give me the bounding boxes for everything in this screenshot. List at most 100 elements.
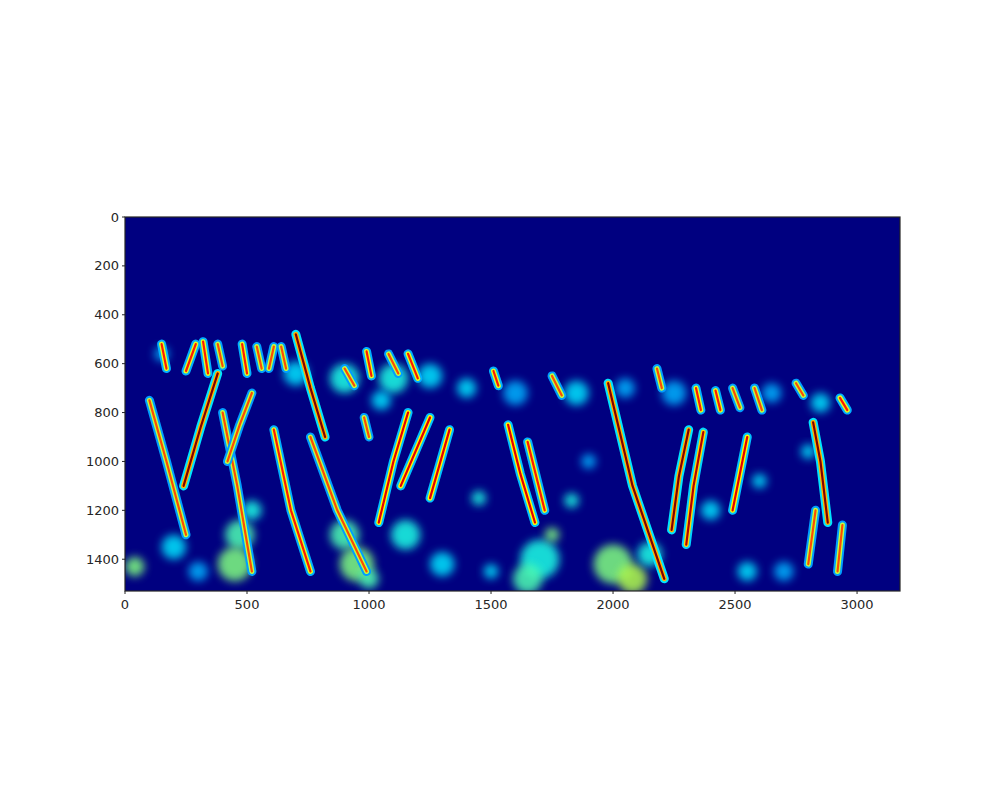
- streak-edge: [162, 344, 167, 368]
- blob: [472, 491, 487, 506]
- streak-edge: [733, 437, 748, 510]
- blob: [701, 501, 721, 521]
- streak-halo: [716, 391, 721, 411]
- streak: [389, 354, 399, 374]
- streak: [218, 344, 223, 366]
- streak: [184, 373, 218, 485]
- chart: 0500100015002000250030000200400600800100…: [0, 0, 1000, 800]
- streak-edge: [430, 430, 450, 498]
- y-tick-label: 1400: [86, 552, 119, 567]
- streak-edge: [274, 430, 311, 572]
- blob: [457, 378, 477, 398]
- streak-edge: [242, 344, 247, 373]
- x-tick: [857, 591, 858, 594]
- streak-edge: [838, 525, 843, 571]
- streak-halo: [838, 525, 843, 571]
- streak-halo: [379, 413, 408, 523]
- streak: [657, 369, 662, 389]
- blob: [774, 562, 794, 582]
- streak: [401, 417, 430, 485]
- streak-halo: [269, 347, 274, 369]
- blob: [762, 383, 782, 403]
- blob: [162, 535, 186, 559]
- streak-halo: [310, 437, 366, 571]
- streak: [296, 334, 325, 437]
- streak-edge: [840, 398, 847, 410]
- streak-halo: [657, 369, 662, 389]
- streak-halo: [257, 347, 262, 369]
- blob: [564, 493, 579, 508]
- streak-halo: [696, 388, 701, 410]
- x-tick-label: 2500: [718, 597, 751, 612]
- streak-halo: [296, 334, 325, 437]
- streak-halo: [733, 388, 740, 408]
- streak: [274, 430, 311, 572]
- y-tick: [122, 363, 125, 364]
- streak-halo: [281, 347, 286, 369]
- streak-halo: [149, 400, 186, 534]
- streak-edge: [379, 413, 408, 523]
- streak-edge: [808, 510, 815, 564]
- background: [125, 217, 900, 591]
- streak-halo: [401, 417, 430, 485]
- y-tick-label: 1200: [86, 503, 119, 518]
- streak: [186, 344, 196, 371]
- streak: [686, 432, 703, 544]
- streak: [269, 347, 274, 369]
- y-tick-label: 0: [111, 210, 119, 225]
- streak-halo: [796, 383, 803, 395]
- blob: [581, 454, 596, 469]
- blob: [391, 520, 420, 549]
- streak-edge: [408, 354, 418, 378]
- streak-halo: [345, 369, 355, 386]
- streak-edge: [755, 388, 762, 410]
- streak: [364, 417, 369, 437]
- y-tick: [122, 314, 125, 315]
- streak: [310, 437, 366, 571]
- x-tick-label: 500: [235, 597, 260, 612]
- streak-halo: [186, 344, 196, 371]
- streak-halo: [552, 376, 562, 396]
- blob: [752, 474, 767, 489]
- streak: [379, 413, 408, 523]
- streak-edge: [227, 393, 251, 461]
- x-tick: [369, 591, 370, 594]
- blob: [545, 527, 560, 542]
- frame: [125, 217, 900, 591]
- y-tick: [122, 265, 125, 266]
- y-tick-label: 200: [94, 258, 119, 273]
- streak-edge: [389, 354, 399, 374]
- x-tick-label: 1500: [474, 597, 507, 612]
- x-tick: [613, 591, 614, 594]
- y-tick-label: 400: [94, 307, 119, 322]
- streak-halo: [274, 430, 311, 572]
- streak-halo: [389, 354, 399, 374]
- streak-edge: [364, 417, 369, 437]
- streak-halo: [840, 398, 847, 410]
- blob: [737, 562, 757, 582]
- streak-edge: [401, 417, 430, 485]
- blob: [330, 364, 359, 393]
- streak-halo: [733, 437, 748, 510]
- streak-halo: [227, 393, 251, 461]
- blob: [125, 557, 145, 577]
- streak: [608, 383, 664, 579]
- streak-edge: [296, 334, 325, 437]
- blob: [618, 564, 647, 591]
- streak-edge: [608, 383, 664, 579]
- plot-area: [125, 334, 847, 591]
- streak-edge: [733, 388, 740, 408]
- streak-edge: [686, 432, 703, 544]
- x-tick: [247, 591, 248, 594]
- blob: [371, 391, 391, 411]
- y-tick-label: 800: [94, 405, 119, 420]
- streak: [733, 388, 740, 408]
- blob: [811, 393, 831, 413]
- streak: [242, 344, 247, 373]
- streak-edge: [367, 351, 372, 375]
- streak: [696, 388, 701, 410]
- streak-halo: [218, 344, 223, 366]
- streak-halo: [367, 351, 372, 375]
- streak: [528, 442, 545, 510]
- streak-halo: [493, 371, 498, 386]
